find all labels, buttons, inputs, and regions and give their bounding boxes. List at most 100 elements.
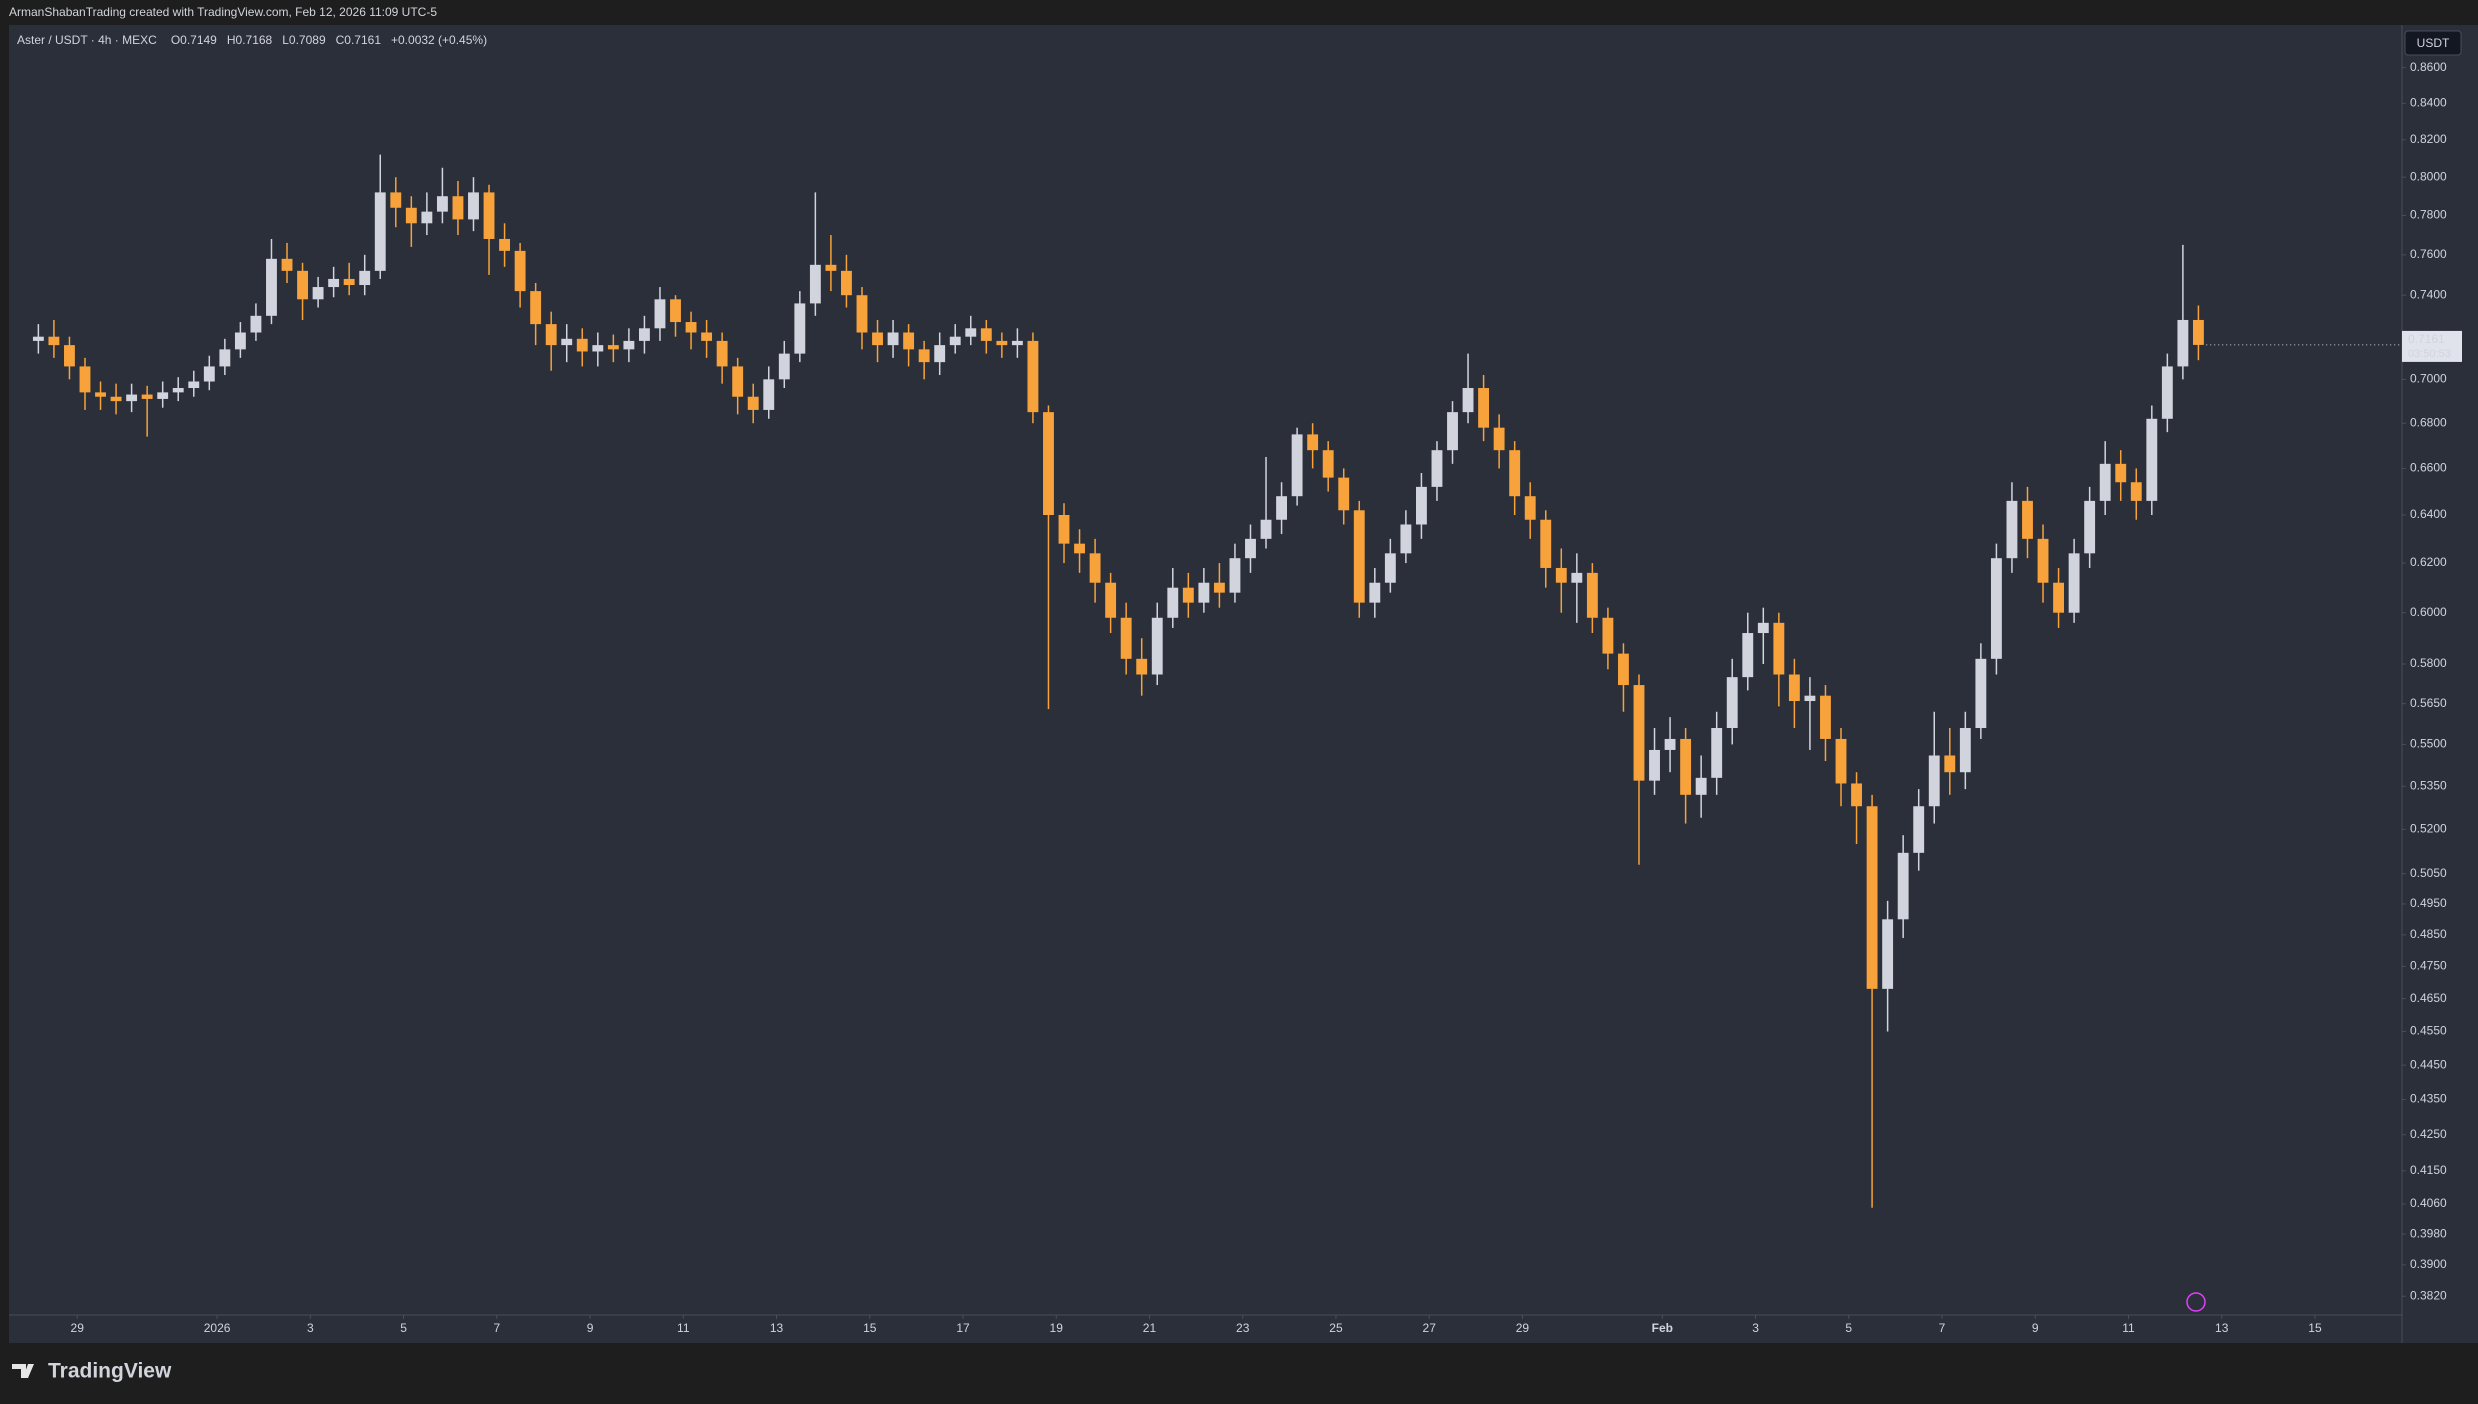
- countdown: 03:50:53: [2408, 348, 2451, 360]
- ohlc-legend-item: O0.7149: [171, 33, 217, 47]
- x-tick-label: 13: [770, 1321, 784, 1335]
- alert-icon: [2186, 1292, 2206, 1312]
- y-tick-label: 0.5050: [2410, 866, 2447, 880]
- candle-body: [390, 192, 402, 208]
- candle-body: [654, 299, 666, 329]
- candle-body: [1959, 728, 1971, 773]
- candle-body: [48, 336, 60, 346]
- x-tick-label: 21: [1143, 1321, 1157, 1335]
- candle-body: [1695, 777, 1707, 795]
- candle-body: [157, 392, 169, 399]
- candle-body: [250, 315, 262, 333]
- currency: USDT: [2417, 36, 2450, 50]
- y-tick-label: 0.4250: [2410, 1127, 2447, 1141]
- candle-body: [841, 270, 852, 296]
- candle-body: [2099, 463, 2111, 501]
- x-tick-label: 15: [863, 1321, 877, 1335]
- candle-body: [1990, 558, 2002, 659]
- candle-body: [1369, 582, 1381, 603]
- candle-body: [2006, 500, 2018, 559]
- candle-body: [452, 196, 464, 220]
- candle-body: [1291, 434, 1303, 497]
- candle-body: [141, 394, 153, 399]
- candle-body: [1804, 695, 1816, 702]
- candle-body: [592, 345, 604, 352]
- candle-body: [328, 278, 340, 288]
- y-tick-label: 0.4650: [2410, 991, 2447, 1005]
- candle-body: [1742, 633, 1754, 678]
- alert-circle: [2186, 1292, 2206, 1312]
- candle-body: [2161, 366, 2173, 419]
- candle-body: [64, 345, 75, 367]
- y-tick-label: 0.4350: [2410, 1092, 2447, 1106]
- candle-body: [405, 207, 417, 224]
- candle-body: [468, 192, 479, 220]
- x-tick-label: 29: [71, 1321, 85, 1335]
- candle-body: [1120, 617, 1132, 659]
- candle-body: [1307, 434, 1319, 451]
- y-tick-label: 0.4060: [2410, 1196, 2447, 1210]
- candle-body: [716, 340, 728, 367]
- candle-body: [1602, 617, 1614, 654]
- x-tick-label: 2026: [204, 1321, 231, 1335]
- y-tick-label: 0.4850: [2410, 927, 2447, 941]
- y-tick-label: 0.5200: [2410, 822, 2447, 836]
- y-tick-label: 0.8600: [2410, 60, 2447, 74]
- candle-body: [1633, 685, 1645, 781]
- candle-body: [980, 328, 992, 341]
- candle-body: [825, 264, 837, 271]
- candle-body: [2115, 463, 2127, 483]
- candle-body: [1757, 622, 1769, 634]
- x-tick-label: 17: [956, 1321, 970, 1335]
- y-tick-label: 0.7400: [2410, 287, 2447, 301]
- candle-body: [1788, 674, 1800, 702]
- candle-body: [2037, 538, 2049, 583]
- candle-body: [1136, 658, 1148, 675]
- y-tick-label: 0.3820: [2410, 1288, 2447, 1302]
- y-tick-label: 0.4150: [2410, 1163, 2447, 1177]
- y-tick-label: 0.6000: [2410, 605, 2447, 619]
- y-tick-label: 0.4450: [2410, 1057, 2447, 1071]
- x-tick-label: 7: [493, 1321, 500, 1335]
- candle-body: [887, 332, 899, 346]
- ohlc-legend-item: C0.7161: [336, 33, 382, 47]
- candle-body: [1773, 622, 1785, 675]
- candle-body: [514, 250, 526, 292]
- candle-body: [1322, 450, 1334, 478]
- candle-body: [1384, 553, 1396, 583]
- x-tick-label: 3: [1752, 1321, 1759, 1335]
- candle-body: [1618, 653, 1629, 686]
- candle-body: [996, 340, 1008, 346]
- candle-body: [607, 345, 619, 350]
- candle-body: [1353, 510, 1365, 603]
- y-tick-label: 0.5650: [2410, 696, 2447, 710]
- candle-body: [1074, 543, 1085, 554]
- candle-body: [903, 332, 915, 350]
- candle-body: [1415, 486, 1427, 525]
- candle-body: [1043, 412, 1054, 516]
- x-tick-label: 13: [2215, 1321, 2229, 1335]
- x-tick-label: 9: [587, 1321, 594, 1335]
- x-tick-label: 23: [1236, 1321, 1250, 1335]
- y-tick-label: 0.4950: [2410, 896, 2447, 910]
- x-tick-label: 11: [677, 1321, 690, 1335]
- candle-body: [1167, 587, 1179, 618]
- candle-body: [1555, 567, 1567, 583]
- x-tick-label: Feb: [1652, 1321, 1673, 1335]
- candle-body: [638, 328, 650, 341]
- x-tick-label: 5: [1845, 1321, 1852, 1335]
- candle-body: [1400, 524, 1412, 554]
- candle-body: [623, 340, 635, 350]
- candle-body: [266, 258, 277, 316]
- y-tick-label: 0.6200: [2410, 555, 2447, 569]
- candle-body: [1011, 340, 1023, 346]
- candle-body: [763, 379, 775, 410]
- candle-body: [856, 295, 868, 333]
- candle-body: [1245, 538, 1256, 559]
- plot-area: [9, 25, 2402, 1343]
- candle-body: [2177, 319, 2189, 367]
- candle-body: [1260, 519, 1272, 539]
- candle-body: [297, 270, 308, 300]
- candle-body: [1276, 496, 1288, 520]
